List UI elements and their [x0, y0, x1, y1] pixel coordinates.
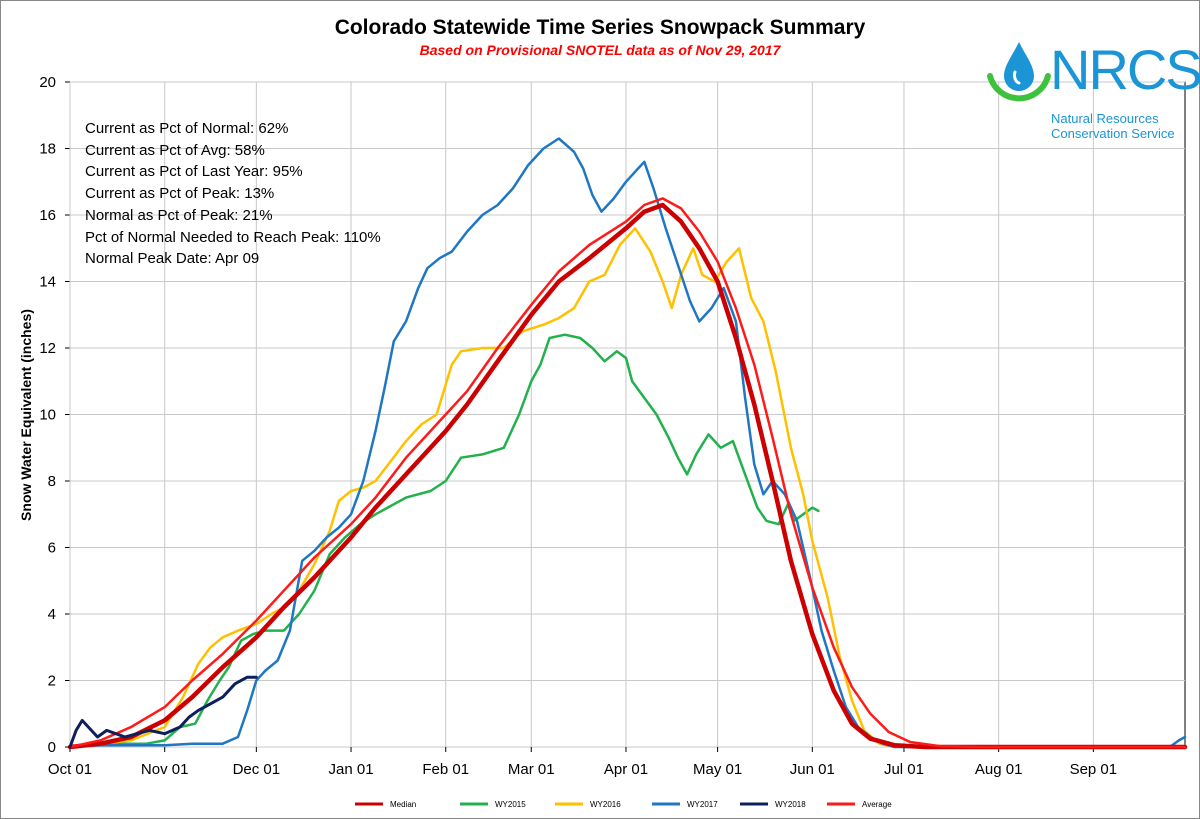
stat-normal-pct-peak: Normal as Pct of Peak: 21% [85, 206, 273, 224]
x-tick-label: Oct 01 [48, 761, 92, 778]
x-tick-label: Nov 01 [141, 761, 189, 778]
series-lines [67, 137, 1188, 750]
legend-label-average: Average [862, 800, 892, 809]
x-tick-label: Dec 01 [233, 761, 281, 778]
y-tick-label: 10 [39, 407, 56, 424]
series-line-wy2015 [68, 333, 820, 749]
legend: Median WY2015 WY2016 WY2017 WY2018 Average [355, 800, 892, 809]
y-axis-label: Snow Water Equivalent (inches) [18, 309, 34, 521]
y-tick-label: 16 [39, 207, 56, 224]
nrcs-logo-icon [987, 42, 1051, 102]
y-tick-label: 20 [39, 74, 56, 91]
x-tick-label: Jan 01 [329, 761, 374, 778]
legend-label-wy2016: WY2016 [590, 800, 621, 809]
y-tick-label: 18 [39, 141, 56, 158]
y-tick-label: 4 [48, 606, 56, 623]
x-tick-label: Feb 01 [422, 761, 469, 778]
nrcs-logo-subtitle: Natural Resources Conservation Service [1051, 111, 1175, 141]
x-tick-label: Jul 01 [884, 761, 924, 778]
stat-needed-to-peak: Pct of Normal Needed to Reach Peak: 110% [85, 228, 381, 246]
stat-pct-peak: Current as Pct of Peak: 13% [85, 185, 275, 203]
series-line-wy2018 [68, 675, 258, 749]
y-tick-label: 12 [39, 340, 56, 357]
series-line-wy2017 [68, 137, 1187, 749]
x-tick-label: Sep 01 [1070, 761, 1118, 778]
x-tick-labels: Oct 01 Nov 01 Dec 01 Jan 01 Feb 01 Mar 01 Apr … [48, 761, 1117, 778]
legend-label-wy2015: WY2015 [495, 800, 526, 809]
stats-panel: Current as Pct of Normal: 62% Current as… [85, 118, 381, 270]
y-tick-label: 2 [48, 673, 56, 690]
stat-pct-avg: Current as Pct of Avg: 58% [85, 141, 265, 159]
y-tick-label: 6 [48, 540, 56, 557]
stat-normal-peak-date: Normal Peak Date: Apr 09 [85, 250, 260, 268]
legend-label-wy2017: WY2017 [687, 800, 718, 809]
nrcs-logo-line1: Natural Resources [1051, 111, 1159, 126]
legend-label-median: Median [390, 800, 416, 809]
y-tick-label: 14 [39, 274, 56, 291]
chart-subtitle: Based on Provisional SNOTEL data as of N… [419, 42, 781, 58]
nrcs-logo-line2: Conservation Service [1051, 126, 1175, 141]
legend-label-wy2018: WY2018 [775, 800, 806, 809]
nrcs-logo-text: NRCS [1050, 38, 1200, 101]
stat-pct-last-year: Current as Pct of Last Year: 95% [85, 163, 303, 181]
x-tick-label: Mar 01 [508, 761, 555, 778]
x-tick-label: May 01 [693, 761, 742, 778]
y-tick-labels: 0 2 4 6 8 10 12 14 16 18 20 [39, 74, 56, 756]
stat-pct-normal: Current as Pct of Normal: 62% [85, 120, 289, 137]
x-tick-label: Apr 01 [604, 761, 648, 778]
y-tick-label: 0 [48, 739, 56, 756]
chart-title: Colorado Statewide Time Series Snowpack … [334, 16, 866, 39]
y-tick-label: 8 [48, 473, 56, 490]
series-line-median [67, 202, 1188, 750]
x-tick-label: Aug 01 [975, 761, 1023, 778]
x-tick-label: Jun 01 [790, 761, 835, 778]
series-line-wy2016 [68, 227, 897, 749]
series-line-average [68, 197, 1187, 749]
